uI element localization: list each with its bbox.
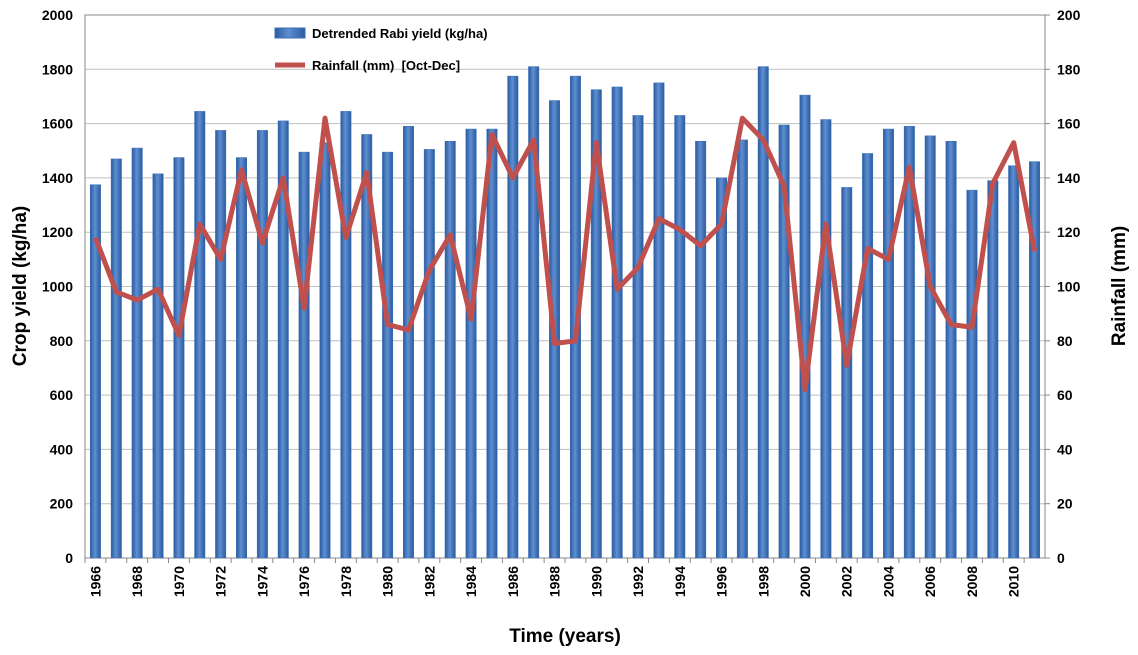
x-tick-label: 2010 [1006, 566, 1022, 597]
bar [215, 130, 227, 559]
y2-tick-label: 160 [1057, 116, 1081, 132]
x-tick-label: 1992 [630, 566, 646, 597]
bar [298, 151, 310, 559]
y-tick-label: 2000 [42, 7, 73, 23]
y2-tick-label: 40 [1057, 441, 1073, 457]
bar [1008, 165, 1020, 559]
bar [236, 157, 247, 559]
y-tick-label: 1400 [42, 170, 73, 186]
y2-tick-label: 0 [1057, 550, 1065, 566]
y2-tick-label: 200 [1057, 7, 1081, 23]
bar [528, 66, 540, 559]
x-tick-label: 1972 [213, 566, 229, 597]
bar [736, 139, 748, 559]
bar [611, 86, 623, 559]
bar [277, 120, 289, 559]
bar [319, 142, 331, 559]
bar [382, 151, 394, 559]
bar [924, 135, 936, 559]
x-tick-label: 2006 [922, 566, 938, 597]
x-tick-label: 1994 [672, 566, 688, 597]
bar [507, 75, 519, 559]
y2-tick-label: 120 [1057, 224, 1081, 240]
bar [862, 153, 874, 559]
bar [799, 94, 811, 559]
bar [110, 158, 122, 559]
bar [653, 82, 665, 559]
bar [945, 140, 957, 559]
y2-tick-label: 140 [1057, 170, 1081, 186]
y-tick-label: 0 [65, 550, 73, 566]
bar [152, 173, 164, 559]
legend-swatch [274, 27, 306, 39]
x-tick-label: 1966 [87, 566, 103, 597]
y2-tick-label: 80 [1057, 333, 1073, 349]
bar [590, 89, 602, 559]
y-tick-label: 200 [50, 496, 74, 512]
x-tick-label: 2002 [839, 566, 855, 597]
y-axis-title: Crop yield (kg/ha) [10, 206, 31, 366]
bar [632, 115, 644, 559]
y-tick-label: 1000 [42, 279, 73, 295]
y-tick-label: 600 [50, 387, 74, 403]
y-tick-label: 1600 [42, 116, 73, 132]
x-tick-label: 1984 [463, 566, 479, 597]
x-tick-label: 2004 [880, 566, 896, 597]
x-tick-label: 2000 [797, 566, 813, 597]
bar [256, 130, 268, 559]
x-tick-label: 2008 [964, 566, 980, 597]
bar [173, 157, 185, 559]
x-tick-label: 1968 [129, 566, 145, 597]
y-tick-label: 1800 [42, 61, 73, 77]
y2-tick-label: 100 [1057, 279, 1081, 295]
x-tick-label: 1976 [296, 566, 312, 597]
bar [757, 66, 769, 559]
x-tick-label: 1996 [714, 566, 730, 597]
bar [444, 140, 456, 559]
bar [716, 177, 727, 559]
bar [194, 111, 206, 559]
bar [778, 124, 790, 559]
legend-label: Detrended Rabi yield (kg/ha) [312, 26, 488, 41]
bar [89, 184, 101, 559]
y2-tick-label: 20 [1057, 496, 1073, 512]
x-tick-label: 1988 [547, 566, 563, 597]
bar [340, 111, 352, 559]
y-tick-label: 1200 [42, 224, 73, 240]
bar [465, 128, 477, 559]
bar [361, 134, 373, 559]
bar [131, 147, 143, 559]
y2-axis-title: Rainfall (mm) [1109, 226, 1130, 346]
bar [841, 187, 853, 559]
x-tick-label: 1980 [380, 566, 396, 597]
bar [903, 126, 915, 559]
rainfall-line [93, 115, 1038, 393]
bar [695, 140, 707, 559]
x-tick-label: 1986 [505, 566, 521, 597]
x-tick-label: 1998 [755, 566, 771, 597]
bar [403, 126, 414, 559]
bar [674, 115, 686, 559]
bar [966, 189, 978, 559]
x-tick-label: 1982 [421, 566, 437, 597]
bar [987, 180, 999, 559]
y2-tick-label: 60 [1057, 387, 1073, 403]
bar [423, 149, 435, 559]
x-tick-label: 1970 [171, 566, 187, 597]
y2-tick-label: 180 [1057, 61, 1081, 77]
y-tick-label: 400 [50, 441, 74, 457]
x-axis-title: Time (years) [509, 626, 621, 647]
bar [820, 119, 832, 559]
bar [486, 128, 498, 559]
bar [883, 128, 894, 559]
bar [1029, 161, 1041, 559]
x-tick-label: 1974 [254, 566, 270, 597]
legend-label: Rainfall (mm) [Oct-Dec] [312, 58, 460, 73]
y-tick-label: 800 [50, 333, 74, 349]
x-tick-label: 1990 [588, 566, 604, 597]
x-tick-label: 1978 [338, 566, 354, 597]
